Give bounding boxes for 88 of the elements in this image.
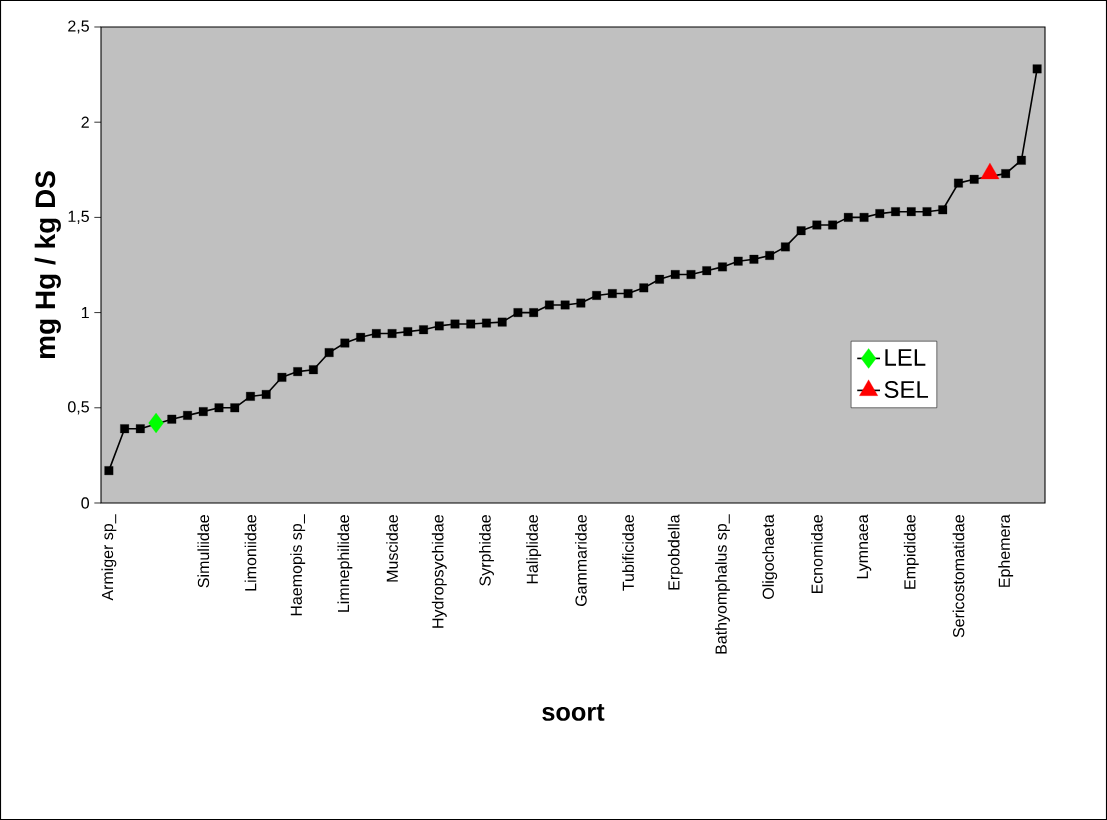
x-axis-title: soort [542, 704, 605, 721]
point [938, 205, 948, 215]
point [875, 209, 885, 218]
point [167, 414, 177, 424]
y-axis-title: mg Hg / kg DS [34, 171, 61, 359]
x-tick-label: Erpobdella [667, 514, 683, 590]
x-tick-label: Limnephilidae [337, 515, 353, 612]
point [733, 256, 743, 266]
point [277, 372, 287, 382]
point [1001, 169, 1011, 178]
x-tick-label: Tubificidae [622, 515, 634, 591]
point [592, 291, 602, 300]
point [796, 226, 806, 236]
point [183, 411, 192, 420]
legend-label: LEL [885, 349, 926, 366]
point [718, 262, 727, 272]
point [482, 318, 491, 328]
point [387, 329, 397, 338]
point [198, 407, 208, 417]
point [607, 289, 617, 298]
y-tick-label: 0,5 [68, 401, 89, 415]
point [419, 325, 428, 335]
point [371, 329, 381, 338]
point [922, 207, 932, 217]
point [686, 270, 696, 279]
point [749, 254, 759, 264]
point [529, 308, 539, 317]
point [843, 212, 853, 222]
x-tick-label: Empididae [903, 515, 919, 589]
y-tick-label: 2 [81, 116, 89, 128]
y-tick-label: 1 [81, 307, 89, 319]
x-tick-label: Armiger sp_ [101, 514, 117, 601]
point [513, 308, 523, 317]
point [655, 274, 664, 284]
point [230, 403, 240, 413]
point [497, 317, 507, 327]
point [293, 367, 303, 377]
point [954, 178, 963, 188]
x-tick-label: Ephemera [998, 514, 1014, 587]
x-tick-label: Simuliidae [197, 515, 210, 588]
point [135, 424, 145, 434]
point [466, 319, 476, 329]
point [812, 220, 822, 230]
point [702, 266, 712, 276]
point [340, 338, 350, 348]
point [891, 207, 900, 217]
point [576, 298, 586, 308]
point [765, 251, 775, 260]
x-tick-label: Gammaridae [575, 515, 587, 607]
point [780, 242, 790, 252]
point [670, 270, 680, 279]
point [906, 207, 916, 217]
point [544, 300, 554, 310]
x-tick-label: Haemopis sp_ [290, 514, 306, 616]
y-tick-label: 1,5 [68, 210, 89, 224]
x-tick-label: Bathyomphalus sp_ [715, 514, 730, 654]
x-tick-label: Sericostomatidae [952, 515, 965, 638]
y-tick-label: 2,5 [68, 20, 89, 34]
point [1016, 155, 1026, 165]
point [969, 174, 979, 184]
point [403, 327, 413, 337]
x-tick-label: Hydropsychidae [431, 515, 447, 628]
y-tick-label: 0 [81, 497, 90, 509]
point [450, 319, 460, 329]
point [859, 212, 869, 222]
x-tick-label: Oligochaeta [762, 514, 778, 599]
point [356, 332, 366, 342]
point [1032, 64, 1042, 74]
x-tick-label: Haliplidae [526, 515, 542, 584]
point [324, 348, 334, 357]
x-tick-label: Muscidae [386, 515, 398, 582]
x-tick-label: Lymnaea [856, 514, 872, 579]
point [623, 289, 633, 298]
point [214, 403, 224, 413]
point [104, 466, 114, 476]
point [828, 220, 838, 230]
x-tick-label: Syrphidae [479, 515, 494, 586]
point [309, 365, 318, 375]
x-tick-label: Ecnomidae [811, 515, 823, 594]
point [148, 412, 164, 434]
point [120, 424, 130, 434]
point [261, 390, 271, 399]
point [434, 321, 444, 331]
point [246, 391, 255, 401]
legend-label: SEL [884, 381, 929, 398]
x-tick-label: Limoniidae [244, 515, 257, 591]
point [560, 300, 570, 310]
point [639, 283, 649, 293]
